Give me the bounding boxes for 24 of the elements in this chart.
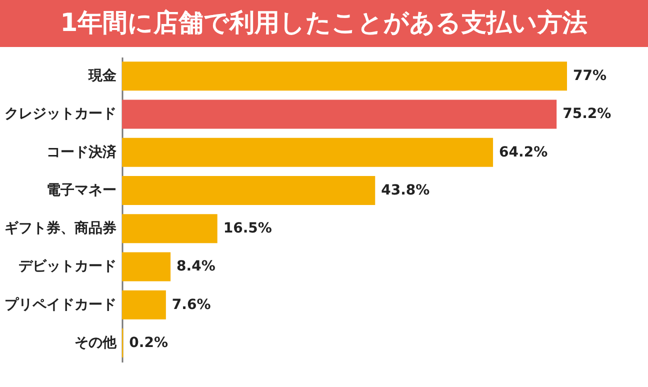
data-label: 7.6% (172, 296, 211, 313)
chart-title: 1年間に店舗で利用したことがある支払い方法 (0, 0, 648, 47)
data-label: 43.8% (381, 182, 430, 198)
bar (122, 138, 494, 167)
data-label: 77% (573, 68, 607, 84)
bar (122, 290, 166, 320)
bar (122, 176, 376, 205)
y-tick-label: コード決済 (46, 143, 118, 160)
data-label: 64.2% (499, 144, 548, 160)
bar (122, 214, 218, 244)
y-tick-label: クレジットカード (4, 106, 116, 122)
bar (122, 62, 567, 91)
data-label: 16.5% (223, 220, 272, 237)
y-tick-label: 電子マネー (46, 182, 116, 198)
bar (122, 100, 557, 129)
y-tick-label: その他 (74, 334, 118, 351)
y-tick-label: プリペイドカード (4, 296, 116, 313)
data-label: 8.4% (176, 258, 216, 275)
data-label: 0.2% (129, 334, 168, 351)
y-tick-label: ギフト券、商品券 (4, 220, 116, 237)
y-tick-label: 現金 (88, 68, 118, 84)
data-label: 75.2% (562, 106, 612, 122)
y-tick-label: デビットカード (18, 258, 116, 275)
bar (122, 252, 171, 282)
